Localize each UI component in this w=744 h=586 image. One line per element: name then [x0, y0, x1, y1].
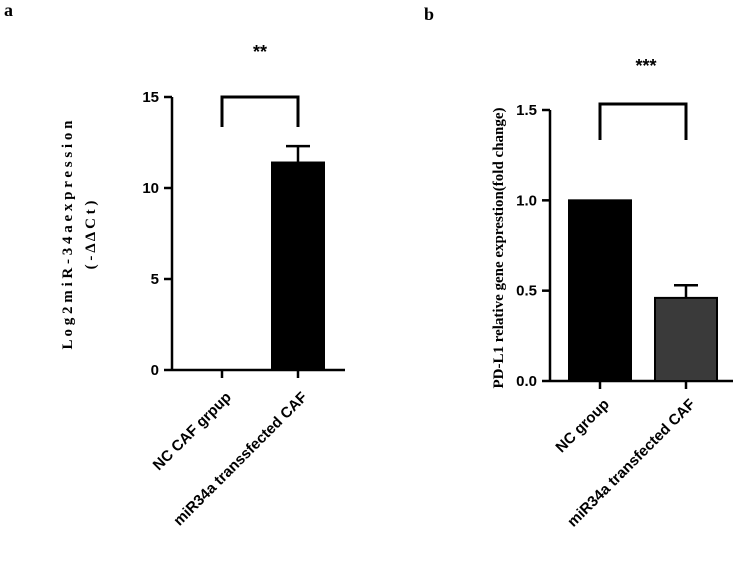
significance-bracket-a [220, 95, 300, 127]
significance-bracket-b [598, 102, 688, 140]
chart-panel-a: a L o g 2 m i R - 3 4 a e x p r e s s i … [4, 0, 345, 529]
y-tick-label: 1.0 [516, 192, 537, 209]
significance-label-b: *** [635, 56, 656, 76]
significance-label-a: ** [253, 42, 267, 62]
y-axis-label-a-line1: L o g 2 m i R - 3 4 a e x p r e s s i o … [60, 120, 76, 350]
y-axis-label-b: PD-L1 relative gene exprestion(fold chan… [491, 107, 507, 388]
y-axis-label-a-line2: ( - Δ Δ C t ) [83, 201, 99, 270]
y-tick-label: 0.5 [516, 283, 537, 300]
panel-letter-b: b [424, 4, 434, 24]
chart-panel-b: b PD-L1 relative gene exprestion(fold ch… [424, 4, 733, 530]
y-tick-label: 5 [151, 271, 159, 288]
bar [568, 199, 632, 382]
y-tick-label: 10 [142, 180, 159, 197]
bar [271, 161, 325, 371]
y-tick-label: 1.5 [516, 102, 537, 119]
x-category-label: NC CAF grpup [150, 389, 235, 474]
y-tick-label: 15 [142, 89, 159, 106]
panel-letter-a: a [4, 0, 13, 20]
y-tick-label: 0 [151, 362, 159, 379]
y-tick-label: 0.0 [516, 373, 537, 390]
bar [654, 296, 718, 383]
x-category-label: NC group [552, 396, 612, 456]
x-category-label: miR34a transsfected CAF [170, 389, 311, 530]
